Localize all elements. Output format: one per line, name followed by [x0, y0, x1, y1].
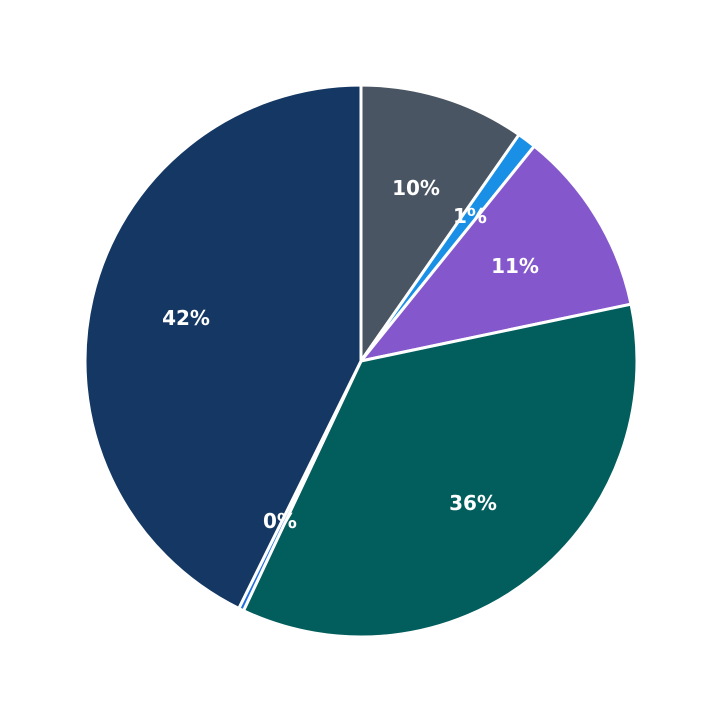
slice-percent-label: 36% — [449, 491, 497, 515]
slice-percent-label: 42% — [162, 306, 210, 330]
slice-percent-label: 11% — [491, 254, 539, 278]
pie-slice — [359, 83, 522, 366]
pie-slices — [83, 83, 639, 639]
slice-percent-label: 10% — [392, 176, 440, 200]
slice-percent-label: 1% — [453, 204, 487, 228]
pie-slice — [241, 302, 639, 639]
pie-slice — [357, 144, 633, 364]
slice-percent-label: 0% — [263, 509, 297, 533]
pie-labels: 10% 1% 11% 36% 0% 42% — [162, 176, 539, 533]
pie-slice — [83, 83, 363, 611]
